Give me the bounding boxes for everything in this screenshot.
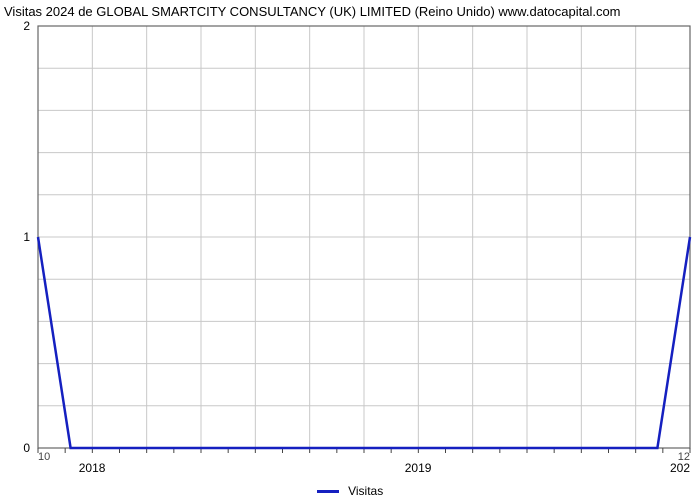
- svg-text:1: 1: [23, 230, 30, 244]
- legend-swatch: [317, 490, 339, 493]
- line-chart: 012201820192021012: [0, 0, 700, 500]
- svg-text:0: 0: [23, 441, 30, 455]
- svg-text:2: 2: [23, 19, 30, 33]
- svg-text:2019: 2019: [405, 461, 432, 475]
- chart-container: Visitas 2024 de GLOBAL SMARTCITY CONSULT…: [0, 0, 700, 500]
- legend: Visitas: [0, 484, 700, 498]
- legend-label: Visitas: [348, 484, 383, 498]
- svg-text:10: 10: [38, 451, 50, 463]
- svg-text:2018: 2018: [79, 461, 106, 475]
- svg-text:12: 12: [678, 451, 690, 463]
- svg-text:202: 202: [670, 461, 690, 475]
